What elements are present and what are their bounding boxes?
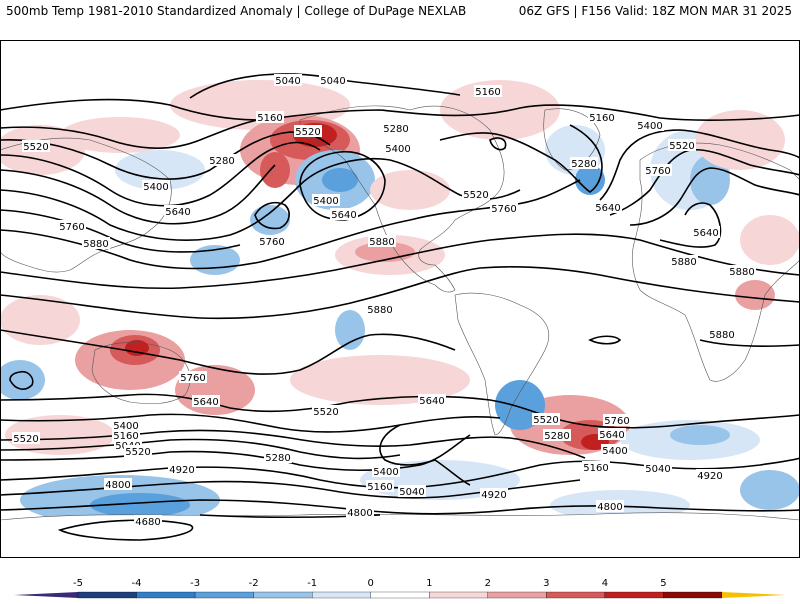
contour-label: 5160 xyxy=(367,482,392,493)
colorbar-segment xyxy=(546,592,605,598)
colorbar-tick-label: -2 xyxy=(249,578,259,589)
contour-label: 5280 xyxy=(209,156,234,167)
colorbar-tick-label: -5 xyxy=(73,578,83,589)
colorbar-svg: -5 -4 -3 -2 -1 0 1 2 3 4 5 xyxy=(0,570,800,600)
contour-label: 4800 xyxy=(347,508,372,519)
contour-label: 5640 xyxy=(331,210,356,221)
contour-label: 5400 xyxy=(313,196,338,207)
contour-label: 5160 xyxy=(583,463,608,474)
map-title: 500mb Temp 1981-2010 Standardized Anomal… xyxy=(6,4,466,18)
contour-label: 5280 xyxy=(383,124,408,135)
contour-label: 4920 xyxy=(697,471,722,482)
contour-label: 4680 xyxy=(135,517,160,528)
colorbar-tick-label: 4 xyxy=(602,578,608,589)
colorbar-segment xyxy=(488,592,547,598)
colorbar-segment xyxy=(254,592,313,598)
colorbar-segment xyxy=(78,592,137,598)
header: 500mb Temp 1981-2010 Standardized Anomal… xyxy=(0,0,800,22)
contour-label: 5400 xyxy=(385,144,410,155)
colorbar-segment xyxy=(429,592,488,598)
contour-label: 5760 xyxy=(180,373,205,384)
colorbar-tick-label: 0 xyxy=(368,578,374,589)
map-svg: 5040 5040 5160 5160 5160 5520 5520 5400 … xyxy=(0,40,800,558)
contour-label: 5640 xyxy=(595,203,620,214)
contour-label: 4920 xyxy=(169,465,194,476)
colorbar-segment xyxy=(312,592,371,598)
colorbar-segment xyxy=(663,592,722,598)
contour-label: 5040 xyxy=(320,76,345,87)
contour-label: 5760 xyxy=(259,237,284,248)
contour-label: 5880 xyxy=(369,237,394,248)
colorbar-arrow-low xyxy=(14,592,78,598)
contour-label: 5880 xyxy=(729,267,754,278)
colorbar-tick-label: -4 xyxy=(132,578,142,589)
contour-label: 5520 xyxy=(313,407,338,418)
colorbar-tick-label: 3 xyxy=(543,578,549,589)
contour-label: 5520 xyxy=(533,415,558,426)
contour-label: 5760 xyxy=(604,416,629,427)
model-run-info: 06Z GFS | F156 Valid: 18Z MON MAR 31 202… xyxy=(519,4,792,18)
colorbar-tick-label: -3 xyxy=(190,578,200,589)
colorbar-tick-label: 1 xyxy=(426,578,432,589)
contour-label: 5640 xyxy=(419,396,444,407)
contour-label: 5880 xyxy=(367,305,392,316)
colorbar-tick-label: -1 xyxy=(307,578,317,589)
contour-label: 5760 xyxy=(491,204,516,215)
contour-label: 5160 xyxy=(475,87,500,98)
colorbar-ticks: -5 -4 -3 -2 -1 0 1 2 3 4 5 xyxy=(73,578,667,589)
contour-label: 5640 xyxy=(599,430,624,441)
contour-label: 4920 xyxy=(481,490,506,501)
contour-label: 5520 xyxy=(463,190,488,201)
contour-label: 5520 xyxy=(125,447,150,458)
contour-label: 5040 xyxy=(275,76,300,87)
colorbar-segment xyxy=(371,592,430,598)
contour-label: 5520 xyxy=(669,141,694,152)
colorbar-segment xyxy=(137,592,196,598)
contour-label: 5400 xyxy=(637,121,662,132)
contour-label: 5400 xyxy=(602,446,627,457)
colorbar-arrow-high xyxy=(722,592,786,598)
contour-label: 4800 xyxy=(597,502,622,513)
contour-label: 5880 xyxy=(671,257,696,268)
contour-label: 5640 xyxy=(193,397,218,408)
contour-label: 5520 xyxy=(295,127,320,138)
contour-label: 5280 xyxy=(265,453,290,464)
contour-label: 5640 xyxy=(693,228,718,239)
contour-label: 5280 xyxy=(544,431,569,442)
colorbar-segment xyxy=(195,592,254,598)
contour-label: 5640 xyxy=(165,207,190,218)
contour-label: 5280 xyxy=(571,159,596,170)
contour-label: 5880 xyxy=(83,239,108,250)
contour-label: 4800 xyxy=(105,480,130,491)
contour-label: 5040 xyxy=(399,487,424,498)
contour-label: 5880 xyxy=(709,330,734,341)
map-panel: 5040 5040 5160 5160 5160 5520 5520 5400 … xyxy=(0,40,800,558)
colorbar-bar xyxy=(14,592,786,598)
contour-label: 5160 xyxy=(257,113,282,124)
contour-label: 5400 xyxy=(143,182,168,193)
colorbar: -5 -4 -3 -2 -1 0 1 2 3 4 5 xyxy=(0,570,800,600)
contour-label: 5400 xyxy=(373,467,398,478)
colorbar-tick-label: 2 xyxy=(485,578,491,589)
contour-label: 5040 xyxy=(645,464,670,475)
contour-label: 5520 xyxy=(23,142,48,153)
contour-label: 5760 xyxy=(59,222,84,233)
colorbar-segment xyxy=(605,592,664,598)
colorbar-tick-label: 5 xyxy=(660,578,666,589)
contour-label: 5760 xyxy=(645,166,670,177)
contour-label: 5520 xyxy=(13,434,38,445)
contour-label: 5160 xyxy=(589,113,614,124)
